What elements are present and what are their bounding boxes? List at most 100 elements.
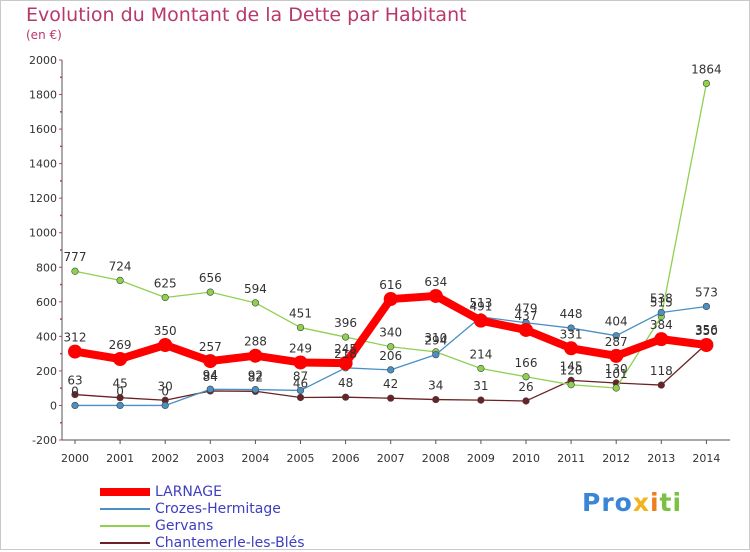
data-label: 94 [203,368,218,382]
x-tick-label: 2002 [151,452,179,465]
x-tick-label: 2005 [287,452,315,465]
data-label: 625 [154,277,177,291]
data-label: 0 [71,384,79,398]
data-label: 573 [695,285,718,299]
x-tick-label: 2000 [61,452,89,465]
x-tick-label: 2009 [467,452,495,465]
data-label: 30 [158,379,173,393]
data-point [387,394,395,402]
data-point [702,79,711,88]
series-layer [68,79,714,410]
data-point [296,393,305,402]
data-point [296,323,305,332]
x-tick-label: 2011 [557,452,585,465]
data-point [428,288,443,303]
x-tick-label: 2012 [602,452,630,465]
data-label: 87 [293,369,308,383]
legend-label: Crozes-Hermitage [155,501,281,517]
data-label: 287 [605,335,628,349]
data-point [206,288,214,296]
data-label: 34 [428,379,443,393]
data-label: 82 [248,370,263,384]
data-point [564,341,579,356]
data-point [342,393,350,401]
data-point [251,299,259,307]
data-label: 294 [424,334,447,348]
y-tick-label: 600 [36,296,57,309]
data-point [116,394,124,402]
y-tick-label: 1400 [29,158,57,171]
data-label: 120 [560,364,583,378]
data-label: 656 [199,271,222,285]
data-label: 206 [379,349,402,363]
data-label: 214 [469,347,492,361]
data-point [522,397,530,405]
y-tick-label: 1600 [29,123,57,136]
axes: -200020040060080010001200140016001800200… [29,54,730,465]
data-point [654,332,669,347]
data-label: 269 [109,338,132,352]
data-label: 331 [560,327,583,341]
data-point [158,338,173,352]
data-label: 538 [650,292,673,306]
chart-unit: (en €) [26,28,62,42]
data-label: 130 [605,362,628,376]
data-point [71,390,79,399]
data-label: 491 [469,300,492,314]
data-label: 515 [650,296,673,310]
y-tick-label: 1800 [29,89,57,102]
data-point [477,396,485,404]
data-label: 0 [116,384,124,398]
data-label: 63 [67,374,82,388]
data-label: 479 [515,302,538,316]
data-point [477,364,485,373]
data-point [612,332,620,340]
data-point [609,348,624,363]
x-tick-label: 2007 [377,452,405,465]
data-label: 145 [560,359,583,373]
chart-title: Evolution du Montant de la Dette par Hab… [26,4,467,26]
data-point [206,385,214,393]
legend-label: LARNAGE [155,484,222,500]
data-point [296,386,305,395]
y-tick-label: 0 [50,399,57,412]
y-tick-label: 800 [36,261,57,274]
x-tick-label: 2006 [332,452,360,465]
y-tick-label: 400 [36,330,57,343]
data-label: 0 [161,384,169,398]
y-tick-label: 1200 [29,192,57,205]
data-label: 92 [248,369,263,383]
data-label: 42 [383,377,398,391]
data-label: 118 [650,364,673,378]
data-point [612,384,620,392]
data-point [473,313,488,328]
x-tick-label: 2014 [692,452,720,465]
data-label: 288 [244,335,267,349]
data-label: 257 [199,340,222,354]
data-point [432,395,440,404]
data-label: 448 [560,307,583,321]
data-label: 451 [289,307,312,321]
legend-swatch [100,525,150,527]
data-label: 166 [515,356,538,370]
data-label: 101 [605,367,628,381]
series-crozes-hermitage [71,302,711,410]
legend-swatch [100,542,150,544]
data-label: 340 [379,326,402,340]
data-label: 384 [650,318,673,332]
data-point [699,338,714,352]
data-point [338,356,353,371]
data-label: 350 [154,324,177,338]
legend-swatch [100,488,150,496]
data-label: 249 [289,341,312,355]
data-point [522,373,530,381]
data-label: 350 [695,324,718,338]
data-point [293,355,308,370]
y-tick-label: 200 [36,365,57,378]
data-label: 218 [334,347,357,361]
series-larnage [68,288,714,371]
data-label: 310 [424,331,447,345]
data-point [387,366,395,374]
data-point [383,292,398,307]
